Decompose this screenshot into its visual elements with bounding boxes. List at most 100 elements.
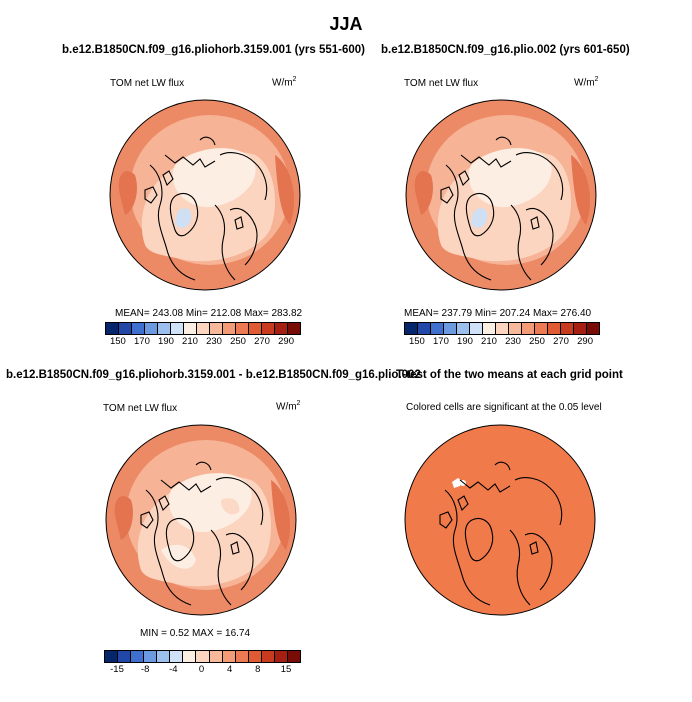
colorbar-swatch <box>222 651 236 662</box>
colorbar-tick-label: 8 <box>255 664 261 675</box>
colorbar-swatch <box>431 323 444 334</box>
coastline <box>439 461 563 606</box>
colorbar-tick-label: 290 <box>577 336 593 347</box>
colorbar-ticks-top-left: 150 170 190 210 230 250 270 290 <box>105 336 299 348</box>
map-border <box>405 99 597 291</box>
colorbar-tick-label: 230 <box>206 336 222 347</box>
stats-top-right: MEAN= 237.79 Min= 207.24 Max= 276.40 <box>404 308 592 319</box>
colorbar-swatch <box>223 323 236 334</box>
map-top-right <box>405 99 597 291</box>
colorbar-tick-label: 270 <box>553 336 569 347</box>
map-border <box>109 99 301 291</box>
colorbar-swatch <box>157 651 171 662</box>
colorbar-swatch <box>287 651 300 662</box>
colorbar-swatch <box>236 323 249 334</box>
stats-bottom-left: MIN = 0.52 MAX = 16.74 <box>140 628 251 639</box>
map-top-left <box>109 99 301 291</box>
colorbar-tick-label: 250 <box>230 336 246 347</box>
colorbar-swatch <box>144 651 158 662</box>
field-label-bottom-right: Colored cells are significant at the 0.0… <box>406 402 602 413</box>
colorbar-swatch <box>444 323 457 334</box>
coastline <box>144 136 268 281</box>
colorbar-tick-label: -4 <box>169 664 178 675</box>
colorbar-swatch <box>470 323 483 334</box>
colorbar-tick-label: -15 <box>110 664 124 675</box>
colorbar-tick-label: 4 <box>227 664 233 675</box>
figure-title: JJA <box>329 14 363 34</box>
colorbar-tick-label: 210 <box>481 336 497 347</box>
map-border <box>105 424 297 616</box>
colorbar-swatch <box>209 651 223 662</box>
colorbar-swatch <box>183 651 197 662</box>
coastline <box>140 461 264 606</box>
colorbar-swatch <box>288 323 300 334</box>
units-top-right: W/m2 <box>574 76 599 89</box>
colorbar-swatch <box>262 323 275 334</box>
colorbar-tick-label: 15 <box>280 664 292 675</box>
stats-top-left: MEAN= 243.08 Min= 212.08 Max= 283.82 <box>115 308 303 319</box>
map-bottom-left <box>105 424 297 616</box>
colorbar-swatch <box>145 323 158 334</box>
map-border <box>404 424 596 616</box>
colorbar-swatch <box>170 651 184 662</box>
panel-title-top-right: b.e12.B1850CN.f09_g16.plio.002 (yrs 601-… <box>381 44 630 56</box>
map-field <box>106 425 296 615</box>
colorbar-swatch <box>210 323 223 334</box>
colorbar-swatch <box>131 651 145 662</box>
colorbar-tick-label: 190 <box>457 336 473 347</box>
colorbar-tick-label: -8 <box>140 664 150 675</box>
colorbar-swatch <box>171 323 184 334</box>
map-field <box>405 425 595 615</box>
coastline <box>440 136 564 281</box>
colorbar-swatch <box>118 651 132 662</box>
colorbar-top-right <box>404 322 600 335</box>
colorbar-tick-label: 270 <box>254 336 270 347</box>
colorbar-swatch <box>535 323 548 334</box>
colorbar-tick-label: 190 <box>158 336 174 347</box>
colorbar-ticks-top-right: 150 170 190 210 230 250 270 290 <box>404 336 598 348</box>
field-label-top-right: TOM net LW flux <box>404 78 479 89</box>
map-field <box>110 100 300 290</box>
colorbar-swatch <box>132 323 145 334</box>
colorbar-swatch <box>483 323 496 334</box>
colorbar-tick-label: 290 <box>278 336 294 347</box>
map-field <box>406 100 596 290</box>
colorbar-swatch <box>197 323 210 334</box>
colorbar-swatch <box>196 651 210 662</box>
colorbar-swatch <box>561 323 574 334</box>
colorbar-swatch <box>105 651 119 662</box>
colorbar-bottom-left <box>104 650 301 663</box>
colorbar-tick-label: 0 <box>198 664 205 675</box>
colorbar-swatch <box>184 323 197 334</box>
colorbar-swatch <box>235 651 249 662</box>
panel-title-bottom-right: T-test of the two means at each grid poi… <box>396 369 623 381</box>
colorbar-tick-label: 250 <box>529 336 545 347</box>
colorbar-swatch <box>457 323 470 334</box>
units-bottom-left: W/m2 <box>276 400 301 413</box>
colorbar-swatch <box>496 323 509 334</box>
colorbar-top-left <box>105 322 301 335</box>
colorbar-swatch <box>249 323 262 334</box>
colorbar-swatch <box>509 323 522 334</box>
colorbar-tick-label: 210 <box>182 336 198 347</box>
field-label-top-left: TOM net LW flux <box>110 78 185 89</box>
colorbar-tick-label: 230 <box>505 336 521 347</box>
colorbar-swatch <box>405 323 418 334</box>
colorbar-swatch <box>261 651 275 662</box>
units-top-left: W/m2 <box>272 76 297 89</box>
colorbar-swatch <box>248 651 262 662</box>
colorbar-swatch <box>418 323 431 334</box>
colorbar-swatch <box>574 323 587 334</box>
colorbar-swatch <box>119 323 132 334</box>
colorbar-tick-label: 150 <box>408 336 425 347</box>
colorbar-swatch <box>274 651 288 662</box>
colorbar-swatch <box>158 323 171 334</box>
colorbar-tick-label: 170 <box>134 336 150 347</box>
colorbar-swatch <box>275 323 288 334</box>
map-bottom-right <box>404 424 596 616</box>
colorbar-ticks-bottom-left: -15 -8 -4 0 4 8 15 <box>104 664 299 676</box>
colorbar-swatch <box>106 323 119 334</box>
colorbar-tick-label: 170 <box>433 336 449 347</box>
field-label-bottom-left: TOM net LW flux <box>103 403 178 414</box>
colorbar-swatch <box>522 323 535 334</box>
